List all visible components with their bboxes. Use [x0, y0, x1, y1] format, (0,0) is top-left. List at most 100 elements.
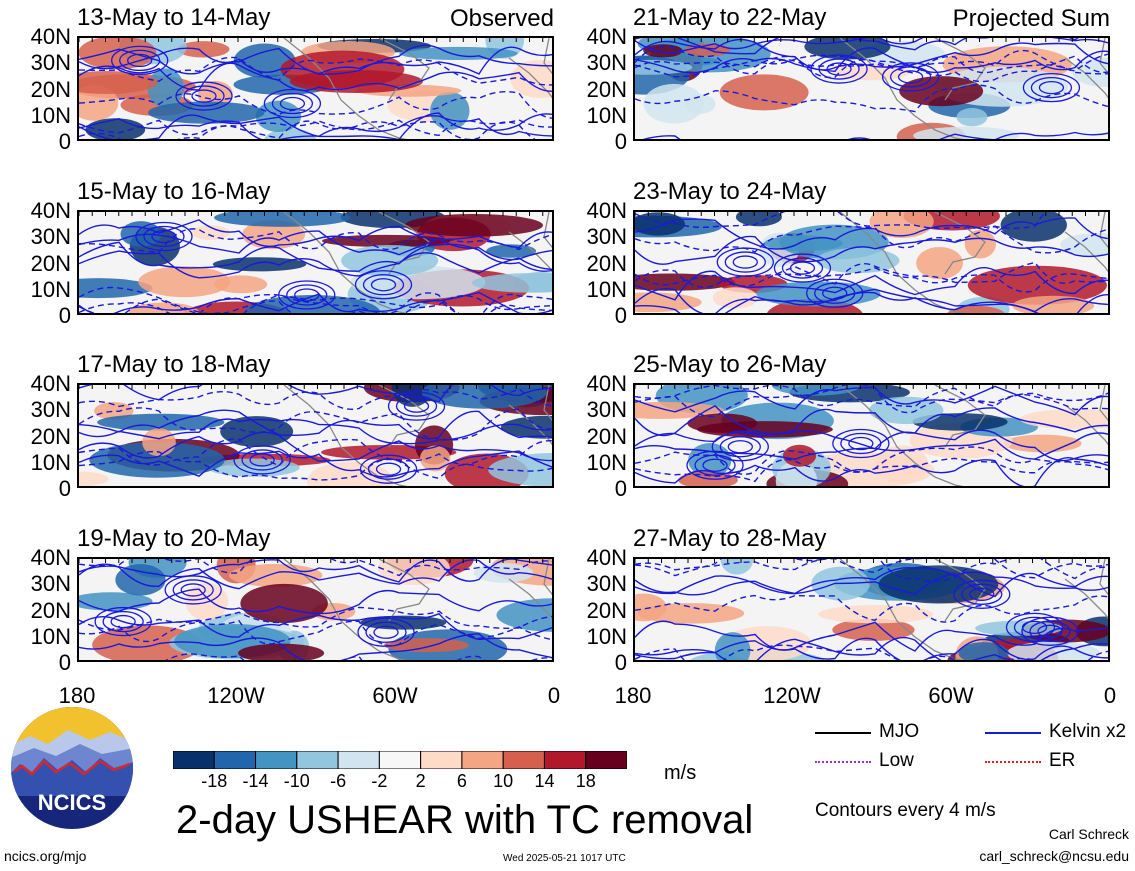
- contour-ring: [694, 454, 736, 476]
- contour-ring: [822, 286, 848, 300]
- y-tick-label: 30N: [586, 224, 627, 250]
- colorbar-unit: m/s: [664, 762, 697, 784]
- y-tick-label: 10N: [30, 623, 71, 649]
- footer-url[interactable]: ncics.org/mjo: [4, 848, 87, 864]
- contour-line: [79, 119, 552, 137]
- shear-blob: [241, 220, 306, 250]
- footer-email[interactable]: carl_schreck@ncsu.edu: [979, 848, 1129, 864]
- panel-title: 15-May to 16-May: [77, 178, 271, 205]
- contour-line: [635, 235, 1108, 265]
- contour-ring: [711, 432, 769, 462]
- shear-blob: [142, 428, 176, 457]
- contour-ring: [1038, 80, 1065, 95]
- contour-line: [635, 38, 1108, 55]
- contour-line: [79, 120, 536, 139]
- shear-blob: [238, 643, 325, 660]
- contour-line: [635, 84, 1108, 113]
- contour-ring: [164, 575, 222, 605]
- map-panel: [633, 210, 1110, 315]
- contour-ring: [848, 436, 874, 451]
- y-tick-label: 0: [58, 129, 71, 154]
- coastline: [839, 559, 1108, 660]
- colorbar-swatch: [420, 750, 463, 770]
- coastline: [839, 212, 1108, 313]
- x-tick-label: 120W: [207, 683, 265, 708]
- contour-ring: [716, 247, 774, 277]
- colorbar-label: -6: [330, 771, 347, 791]
- contour-line: [635, 567, 1108, 596]
- contour-ring: [180, 583, 206, 597]
- shear-blob: [899, 76, 984, 107]
- contour-line: [79, 559, 552, 577]
- y-tick-label: 0: [58, 650, 71, 675]
- contour-ring: [263, 88, 322, 119]
- y-tick-label: 0: [614, 650, 627, 675]
- map-field: [635, 385, 1108, 486]
- shear-blob: [816, 247, 900, 274]
- y-tick-label: 20N: [30, 597, 71, 623]
- y-tick-label: 40N: [586, 198, 627, 223]
- legend-label: MJO: [879, 721, 920, 742]
- map-panel: [633, 557, 1110, 662]
- contour-line: [635, 217, 1108, 250]
- map-field: [79, 212, 552, 313]
- y-tick-label: 0: [614, 129, 627, 154]
- shear-blob: [869, 212, 934, 239]
- contour-ring: [727, 440, 753, 454]
- y-tick-label: 0: [58, 303, 71, 328]
- contour-ring: [233, 445, 291, 475]
- coastline: [283, 212, 552, 313]
- contour-line: [79, 612, 552, 641]
- coastline: [283, 38, 552, 139]
- contour-ring: [373, 625, 399, 639]
- contour-line: [635, 212, 1047, 229]
- panel-corner-label: Projected Sum: [952, 5, 1110, 32]
- contour-line: [635, 49, 1108, 78]
- contour-ring: [362, 274, 405, 296]
- colorbar-label: 2: [415, 771, 426, 791]
- contour-ring: [814, 282, 856, 304]
- contour-line: [79, 385, 552, 403]
- contour-ring: [241, 449, 283, 471]
- contour-ring: [773, 253, 832, 283]
- contour-ring: [881, 62, 940, 92]
- coastline: [283, 559, 552, 660]
- shear-blob: [832, 618, 915, 641]
- map-panel: [633, 383, 1110, 488]
- contour-line: [635, 620, 1108, 652]
- contour-line: [635, 225, 1108, 254]
- shear-blob: [714, 632, 751, 660]
- x-tick-label: 0: [547, 683, 561, 708]
- legend-line: [815, 732, 871, 734]
- shear-blob: [79, 278, 153, 299]
- shear-blob: [712, 287, 758, 309]
- contour-line: [79, 619, 552, 647]
- contour-ring: [724, 251, 766, 273]
- map-field: [79, 385, 552, 486]
- contour-ring: [365, 621, 407, 643]
- y-tick-label: 0: [58, 476, 71, 501]
- shear-blob: [964, 229, 996, 259]
- contour-ring: [286, 284, 328, 306]
- y-tick-label: 30N: [30, 397, 71, 423]
- y-tick-label: 10N: [586, 449, 627, 475]
- contour-ring: [702, 458, 728, 472]
- contour-ring: [354, 270, 413, 300]
- y-tick-label: 20N: [586, 76, 627, 102]
- contour-ring: [732, 255, 758, 269]
- y-tick-label: 30N: [30, 571, 71, 597]
- legend-line: [985, 732, 1041, 734]
- contour-ring: [826, 62, 852, 76]
- shear-blob: [643, 83, 705, 124]
- contour-ring: [953, 579, 1011, 609]
- contour-ring: [370, 278, 397, 292]
- y-tick-label: 20N: [586, 250, 627, 276]
- contour-ring: [1005, 612, 1064, 642]
- colorbar-label: -2: [371, 771, 388, 791]
- y-tick-label: 40N: [30, 545, 71, 570]
- shear-blob: [430, 91, 470, 130]
- contour-line: [635, 594, 1108, 623]
- y-tick-label: 10N: [586, 102, 627, 128]
- contour-ring: [249, 453, 275, 467]
- y-tick-label: 20N: [586, 597, 627, 623]
